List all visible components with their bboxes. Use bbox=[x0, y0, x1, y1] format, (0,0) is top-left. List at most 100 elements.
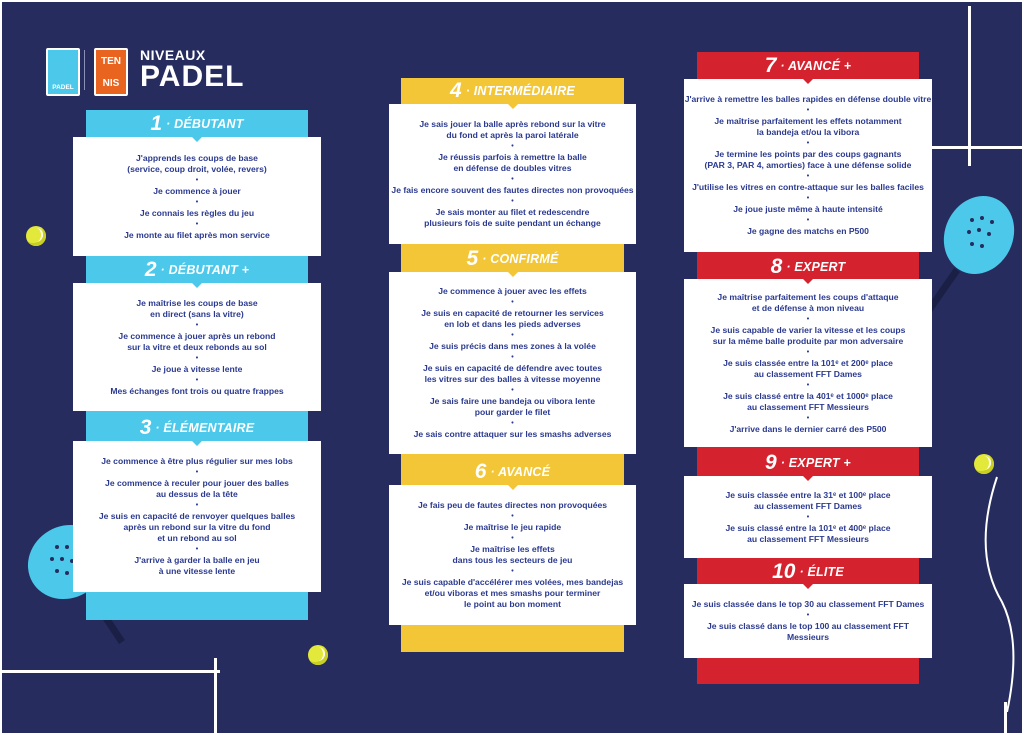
level-number: 1 bbox=[150, 111, 163, 135]
skill-item: Je suis classé entre la 101ᵉ et 400ᵉ pla… bbox=[725, 522, 891, 544]
level-label: · DÉBUTANT bbox=[166, 116, 244, 131]
bullet-separator: • bbox=[195, 321, 199, 329]
level-label: · EXPERT bbox=[786, 259, 846, 274]
skill-item: J'arrive dans le dernier carré des P500 bbox=[729, 423, 887, 434]
skill-item: Je suis classé dans le top 100 au classe… bbox=[706, 621, 910, 642]
skill-item: Je commence à reculer pour jouer des bal… bbox=[105, 478, 289, 499]
skill-item: Je suis précis dans mes zones à la volée bbox=[429, 341, 596, 351]
bullet-separator: • bbox=[806, 315, 810, 323]
level-number: 6 bbox=[474, 459, 487, 483]
skill-item: Je fais encore souvent des fautes direct… bbox=[391, 185, 634, 195]
tennis-ball-icon bbox=[308, 645, 328, 665]
tennis-logo: TEN NIS bbox=[94, 48, 128, 96]
skill-item: Je joue à vitesse lente bbox=[151, 363, 243, 374]
level-card-7: J'arrive à remettre les balles rapides e… bbox=[684, 79, 932, 252]
level-card-9: Je suis classée entre la 31ᵉ et 100ᵉ pla… bbox=[684, 476, 932, 558]
skill-item: Je fais peu de fautes directes non provo… bbox=[417, 500, 608, 510]
level-header-9: 9 · EXPERT + bbox=[697, 450, 919, 476]
level-label: · ÉLITE bbox=[799, 565, 844, 579]
skill-item: Je suis en capacité de retourner les ser… bbox=[421, 308, 604, 329]
bullet-separator: • bbox=[806, 348, 810, 356]
tennis-logo-text: TEN bbox=[101, 55, 121, 67]
skill-item: Je suis classé entre la 401ᵉ et 1000ᵉ pl… bbox=[723, 390, 893, 412]
bullet-separator: • bbox=[806, 195, 810, 202]
level-label: · DÉBUTANT + bbox=[160, 263, 250, 277]
bullet-separator: • bbox=[806, 414, 810, 422]
bullet-separator: • bbox=[806, 217, 810, 224]
level-header-2: 2 · DÉBUTANT + bbox=[86, 257, 308, 283]
skill-item: J'arrive à garder la balle en jeu à une … bbox=[134, 555, 260, 576]
skill-item: Je suis en capacité de renvoyer quelques… bbox=[98, 511, 296, 543]
skill-item: Je maîtrise les effets dans tous les sec… bbox=[452, 544, 573, 565]
level-header-3: 3 · ÉLÉMENTAIRE bbox=[86, 414, 308, 441]
bullet-separator: • bbox=[806, 140, 810, 147]
skill-item: Je maîtrise le jeu rapide bbox=[463, 522, 562, 532]
bullet-separator: • bbox=[511, 513, 514, 520]
bullet-separator: • bbox=[511, 299, 514, 306]
tennis-ball-icon bbox=[26, 226, 46, 246]
level-header-6: 6 · AVANCÉ bbox=[401, 458, 624, 485]
skill-item: Je joue juste même à haute intensité bbox=[733, 204, 883, 214]
skill-item: Je monte au filet après mon service bbox=[124, 229, 270, 240]
level-label: · CONFIRMÉ bbox=[482, 252, 559, 266]
skill-item: Je suis classée dans le top 30 au classe… bbox=[691, 599, 925, 609]
court-line bbox=[1004, 702, 1007, 733]
bullet-separator: • bbox=[195, 176, 199, 184]
level-number: 2 bbox=[144, 258, 157, 281]
court-curve bbox=[984, 476, 1015, 712]
skill-item: Je commence à jouer après un rebond sur … bbox=[118, 330, 276, 352]
skill-item: Je maîtrise parfaitement les effets nota… bbox=[714, 116, 902, 137]
level-header-1: 1 · DÉBUTANT bbox=[86, 110, 308, 137]
tennis-ball-icon bbox=[974, 454, 994, 474]
skill-item: Je sais faire une bandeja ou vibora lent… bbox=[429, 396, 596, 417]
level-number: 4 bbox=[450, 79, 462, 102]
level-label: · INTERMÉDIAIRE bbox=[465, 84, 575, 98]
level-card-2: Je maîtrise les coups de base en direct … bbox=[73, 283, 321, 411]
bullet-separator: • bbox=[195, 546, 199, 553]
level-card-10: Je suis classée dans le top 30 au classe… bbox=[684, 584, 932, 658]
bullet-separator: • bbox=[511, 354, 514, 361]
page-title: NIVEAUX PADEL bbox=[140, 48, 245, 93]
skill-item: Je gagne des matchs en P500 bbox=[747, 226, 869, 236]
skill-item: Je termine les points par des coups gagn… bbox=[704, 149, 912, 170]
skill-item: Je réussis parfois à remettre la balle e… bbox=[438, 152, 587, 173]
skill-item: Je suis en capacité de défendre avec tou… bbox=[422, 363, 603, 384]
bullet-separator: • bbox=[195, 220, 199, 228]
skill-item: J'arrive à remettre les balles rapides e… bbox=[684, 94, 932, 104]
skill-item: Je commence à jouer avec les effets bbox=[438, 286, 587, 296]
level-label: · EXPERT + bbox=[780, 456, 851, 470]
court-line bbox=[968, 6, 971, 166]
level-label: · AVANCÉ bbox=[490, 464, 551, 479]
tennis-logo-text: NIS bbox=[102, 77, 120, 89]
level-label: · AVANCÉ + bbox=[780, 58, 852, 73]
bullet-separator: • bbox=[511, 176, 514, 183]
level-label: · ÉLÉMENTAIRE bbox=[155, 420, 255, 435]
level-number: 5 bbox=[466, 247, 479, 270]
level-card-5: Je commence à jouer avec les effets • Je s… bbox=[389, 272, 636, 454]
court-line bbox=[932, 146, 1022, 149]
skill-item: Je maîtrise les coups de base en direct … bbox=[136, 297, 258, 319]
level-number: 8 bbox=[770, 254, 783, 278]
logo-divider bbox=[84, 50, 85, 90]
level-card-3: Je commence à être plus régulier sur mes… bbox=[73, 441, 321, 592]
bullet-separator: • bbox=[195, 354, 199, 362]
level-card-8: Je maîtrise parfaitement les coups d'att… bbox=[684, 279, 932, 447]
bullet-separator: • bbox=[511, 332, 514, 339]
bullet-separator: • bbox=[511, 387, 514, 394]
bullet-separator: • bbox=[511, 143, 514, 150]
bullet-separator: • bbox=[806, 612, 810, 619]
bullet-separator: • bbox=[806, 381, 810, 389]
title-line2: PADEL bbox=[140, 60, 245, 93]
skill-item: Je commence à jouer bbox=[153, 185, 241, 196]
level-header-8: 8 · EXPERT bbox=[697, 254, 919, 279]
bullet-separator: • bbox=[195, 376, 199, 384]
level-number: 9 bbox=[765, 451, 777, 474]
padel-logo-text: PADEL bbox=[52, 84, 74, 91]
skill-item: Je sais jouer la balle après rebond sur … bbox=[419, 119, 606, 140]
level-card-4: Je sais jouer la balle après rebond sur … bbox=[389, 104, 636, 244]
level-header-5: 5 · CONFIRMÉ bbox=[401, 246, 624, 272]
bullet-separator: • bbox=[806, 107, 810, 114]
level-card-6: Je fais peu de fautes directes non provo… bbox=[389, 485, 636, 625]
bullet-separator: • bbox=[195, 469, 199, 476]
